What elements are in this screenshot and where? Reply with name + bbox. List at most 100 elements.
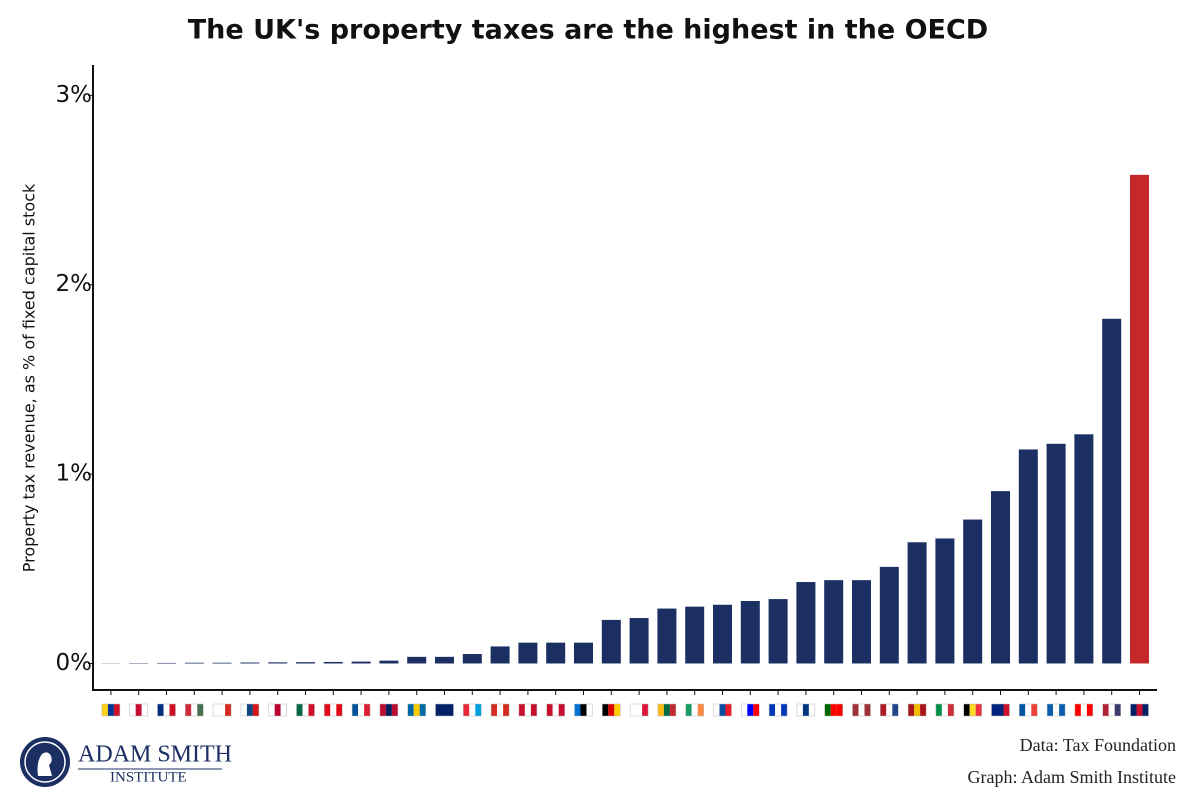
bar	[1019, 449, 1038, 663]
y-axis-label: Property tax revenue, as % of fixed capi…	[20, 183, 39, 572]
flag-stripe	[920, 704, 926, 716]
flag-stripe	[408, 704, 414, 716]
flag-stripe	[142, 704, 148, 716]
flag-stripe	[108, 704, 114, 716]
flag-stripe	[497, 704, 503, 716]
bar	[1047, 444, 1066, 664]
flag-stripe	[720, 704, 726, 716]
bar	[407, 657, 426, 664]
flag-stripe	[837, 704, 843, 716]
flag-stripe	[859, 704, 865, 716]
flag-stripe	[253, 704, 259, 716]
flag-stripe	[1059, 704, 1065, 716]
bar	[1130, 175, 1149, 664]
flag-stripe	[219, 704, 225, 716]
logo-name: ADAM SMITH	[78, 742, 232, 768]
flag-stripe	[1075, 704, 1081, 716]
bar	[741, 601, 760, 664]
flag-stripe	[1053, 704, 1059, 716]
flag-stripe	[281, 704, 287, 716]
flag-stripe	[914, 704, 920, 716]
bar	[713, 605, 732, 664]
flag-stripe	[330, 704, 336, 716]
flag-stripe	[448, 704, 454, 716]
bar	[435, 657, 454, 664]
flag-stripe	[170, 704, 176, 716]
flag-stripe	[1131, 704, 1137, 716]
flag-stripe	[803, 704, 809, 716]
flag-stripe	[436, 704, 442, 716]
flag-stripe	[658, 704, 664, 716]
flag-stripe	[614, 704, 620, 716]
bar	[657, 609, 676, 664]
bar	[880, 567, 899, 664]
flag-stripe	[531, 704, 537, 716]
flag-stripe	[741, 704, 747, 716]
flag-stripe	[297, 704, 303, 716]
flag-stripe	[241, 704, 247, 716]
flag-stripe	[519, 704, 525, 716]
flag-stripe	[602, 704, 608, 716]
flag-stripe	[575, 704, 581, 716]
flag-stripe	[225, 704, 231, 716]
flag-stripe	[491, 704, 497, 716]
flag-stripe	[553, 704, 559, 716]
flag-stripe	[664, 704, 670, 716]
bar	[769, 599, 788, 663]
flag-stripe	[726, 704, 732, 716]
bar	[796, 582, 815, 663]
flag-stripe	[525, 704, 531, 716]
bar	[491, 646, 510, 663]
flag-stripe	[185, 704, 191, 716]
flag-stripe	[191, 704, 197, 716]
bar	[963, 520, 982, 664]
bar	[352, 662, 371, 664]
flag-stripe	[1115, 704, 1121, 716]
flag-stripe	[213, 704, 219, 716]
bar	[824, 580, 843, 663]
flag-stripe	[358, 704, 364, 716]
flag-stripe	[880, 704, 886, 716]
flag-stripe	[608, 704, 614, 716]
flag-stripe	[503, 704, 509, 716]
bar	[852, 580, 871, 663]
flag-stripe	[992, 704, 998, 716]
flag-stripe	[1031, 704, 1037, 716]
flag-stripe	[886, 704, 892, 716]
flag-stripe	[908, 704, 914, 716]
source: Data: Tax Foundation	[1020, 735, 1176, 755]
bar	[518, 643, 537, 664]
flag-stripe	[469, 704, 475, 716]
flag-stripe	[130, 704, 136, 716]
bar	[379, 661, 398, 664]
flag-stripe	[1137, 704, 1143, 716]
flag-stripe	[1081, 704, 1087, 716]
flag-stripe	[1103, 704, 1109, 716]
flag-stripe	[642, 704, 648, 716]
flag-stripe	[865, 704, 871, 716]
flag-stripe	[275, 704, 281, 716]
flag-stripe	[158, 704, 164, 716]
flag-stripe	[581, 704, 587, 716]
flag-stripe	[1109, 704, 1115, 716]
flag-stripe	[197, 704, 203, 716]
bar	[602, 620, 621, 664]
flag-stripe	[809, 704, 815, 716]
flag-stripe	[463, 704, 469, 716]
flag-stripe	[781, 704, 787, 716]
bar	[1102, 319, 1121, 664]
flag-stripe	[831, 704, 837, 716]
bar	[240, 663, 259, 664]
flag-stripe	[547, 704, 553, 716]
flag-stripe	[164, 704, 170, 716]
flag-stripe	[303, 704, 309, 716]
bar	[296, 662, 315, 663]
flag-stripe	[352, 704, 358, 716]
flag-stripe	[698, 704, 704, 716]
flag-stripe	[336, 704, 342, 716]
flag-stripe	[380, 704, 386, 716]
flag-stripe	[775, 704, 781, 716]
flag-stripe	[1004, 704, 1010, 716]
flag-stripe	[936, 704, 942, 716]
